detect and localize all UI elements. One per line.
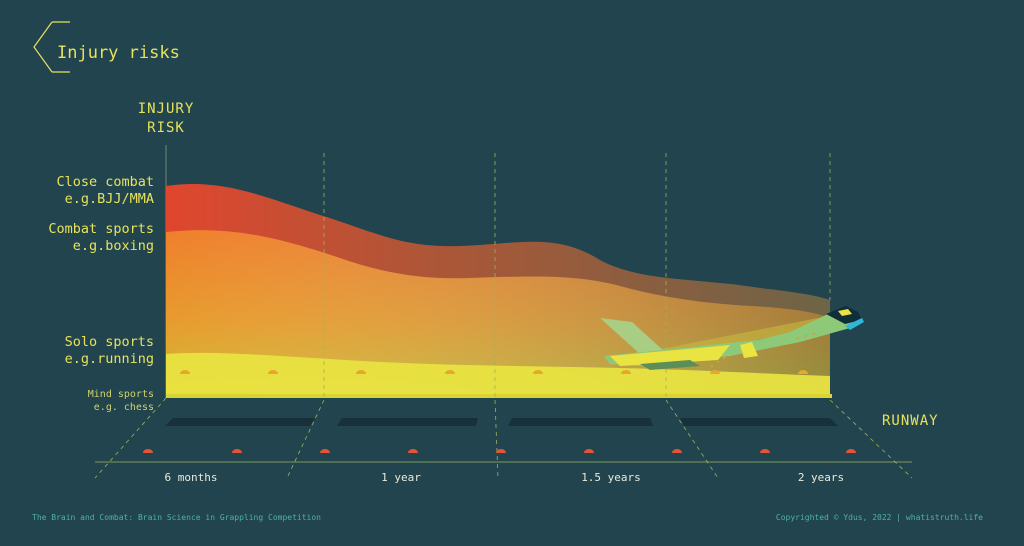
label-combat-sports: Combat sports <box>48 221 154 237</box>
mind-sports-band <box>166 394 832 398</box>
runway-slab <box>680 418 838 426</box>
runway-slab <box>165 418 315 426</box>
label-solo-sports-example: e.g.running <box>65 351 154 367</box>
solo-area-lights <box>180 370 808 374</box>
light-dot <box>621 370 631 374</box>
label-mind-sports: Mind sports <box>88 389 154 400</box>
label-combat-sports-example: e.g.boxing <box>73 238 154 254</box>
runway-light <box>143 449 153 453</box>
runway-light <box>408 449 418 453</box>
runway-light <box>846 449 856 453</box>
runway-lights <box>143 449 856 453</box>
runway-slabs <box>165 418 838 426</box>
label-close-combat: Close combat <box>56 174 154 190</box>
time-label-1-5-years: 1.5 years <box>581 471 641 484</box>
runway-light <box>672 449 682 453</box>
label-close-combat-example: e.g.BJJ/MMA <box>65 191 154 207</box>
footer-left: The Brain and Combat: Brain Science in G… <box>32 513 321 522</box>
light-dot <box>710 370 720 374</box>
airplane-icon <box>600 306 864 370</box>
time-label-2-years: 2 years <box>798 471 844 484</box>
title-block: Injury risks <box>33 21 180 73</box>
time-label-1-year: 1 year <box>381 471 421 484</box>
label-solo-sports: Solo sports <box>65 334 154 350</box>
label-mind-sports-example: e.g. chess <box>94 402 154 413</box>
y-axis-title-line2: RISK <box>147 120 185 136</box>
x-axis-title: RUNWAY <box>882 413 939 429</box>
light-dot <box>356 370 366 374</box>
runway-perspective-lines <box>94 397 913 479</box>
runway-slab <box>337 418 478 426</box>
runway-light <box>496 449 506 453</box>
light-dot <box>445 370 455 374</box>
time-gridlines <box>323 153 831 400</box>
page-title: Injury risks <box>57 43 180 63</box>
light-dot <box>533 370 543 374</box>
time-label-6-months: 6 months <box>165 471 218 484</box>
light-dot <box>798 370 808 374</box>
runway-slab <box>508 418 653 426</box>
runway-light <box>320 449 330 453</box>
light-dot <box>268 370 278 374</box>
solo-sports-area <box>166 352 830 398</box>
y-axis-title-line1: INJURY <box>138 101 195 117</box>
runway-light <box>760 449 770 453</box>
title-chevron-left <box>33 21 53 73</box>
footer-right: Copyrighted © Ydus, 2022 | whatistruth.l… <box>776 513 983 522</box>
light-dot <box>180 370 190 374</box>
runway-light <box>232 449 242 453</box>
runway-light <box>584 449 594 453</box>
